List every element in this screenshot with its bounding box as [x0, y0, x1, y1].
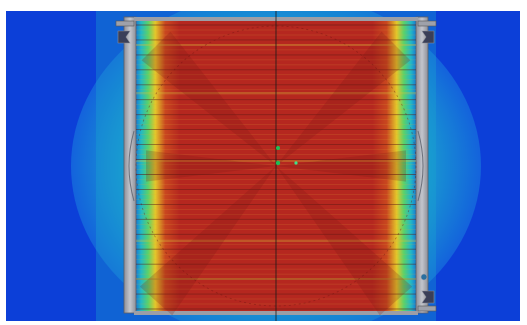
fan-blade-shadow: [141, 31, 276, 166]
frame-rail-right: [415, 16, 429, 314]
fan-blade-shadow: [139, 166, 276, 316]
inlet-arrow-icon[interactable]: [417, 20, 437, 44]
probe-marker-icon[interactable]: [275, 146, 298, 166]
shroud-arc-right: [417, 130, 424, 202]
frame-rail-left: [123, 16, 137, 314]
shroud-arc-left: [128, 130, 135, 202]
inlet-arrow-icon[interactable]: [115, 20, 135, 44]
contour-scene: [6, 11, 520, 321]
fan-blade-shadow: [146, 150, 276, 182]
fan-blade-shadows: [135, 25, 417, 316]
inlet-arrow-icon[interactable]: [417, 273, 437, 312]
fan-blade-shadow: [276, 166, 413, 316]
cfd-viewport[interactable]: [6, 11, 520, 321]
fan-envelope: [135, 25, 417, 307]
fan-blade-shadow: [276, 150, 406, 182]
fan-blade-shadow: [276, 31, 411, 166]
